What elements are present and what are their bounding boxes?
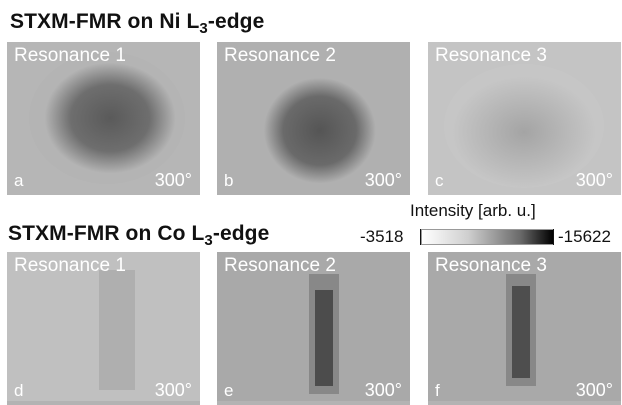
stxm-image-e [217, 252, 410, 401]
colorbar [421, 229, 554, 245]
panel-title: Resonance 1 [14, 45, 126, 66]
colorbar-title: Intensity [arb. u.] [410, 201, 536, 220]
stxm-image-a [7, 42, 200, 195]
panel-temperature: 300° [154, 170, 192, 190]
ni-heading: STXM-FMR on Ni L3-edge [10, 10, 265, 37]
panel-letter: f [435, 381, 440, 400]
stxm-image-f [428, 252, 621, 401]
panel-temperature: 300° [364, 380, 402, 400]
panel-letter: d [14, 381, 24, 400]
panel-temperature: 300° [364, 170, 402, 190]
panel-title: Resonance 1 [14, 255, 126, 276]
stxm-image-c [428, 42, 621, 195]
colorbar-tick-right [553, 229, 554, 245]
panel-e: Resonance 2 e 300° [217, 252, 410, 405]
panel-letter: e [224, 381, 234, 400]
panel-letter: b [224, 171, 234, 190]
stxm-image-b [217, 42, 410, 195]
panel-title: Resonance 3 [435, 255, 547, 276]
panel-b: Resonance 2 b 300° [217, 42, 410, 195]
panel-f: Resonance 3 f 300° [428, 252, 621, 405]
stxm-image-d [7, 252, 200, 401]
panel-c: Resonance 3 c 300° [428, 42, 621, 195]
colorbar-max-label: -15622 [558, 227, 611, 246]
panel-d: Resonance 1 d 300° [7, 252, 200, 405]
co-heading: STXM-FMR on Co L3-edge [8, 222, 270, 249]
panel-letter: c [435, 171, 444, 190]
panel-letter: a [14, 171, 24, 190]
panel-a: Resonance 1 a 300° [7, 42, 200, 195]
panel-title: Resonance 3 [435, 45, 547, 66]
panel-title: Resonance 2 [224, 255, 336, 276]
panel-temperature: 300° [575, 170, 613, 190]
panel-temperature: 300° [154, 380, 192, 400]
colorbar-min-label: -3518 [360, 227, 404, 246]
panel-temperature: 300° [575, 380, 613, 400]
colorbar-tick-left [420, 229, 421, 245]
panel-title: Resonance 2 [224, 45, 336, 66]
